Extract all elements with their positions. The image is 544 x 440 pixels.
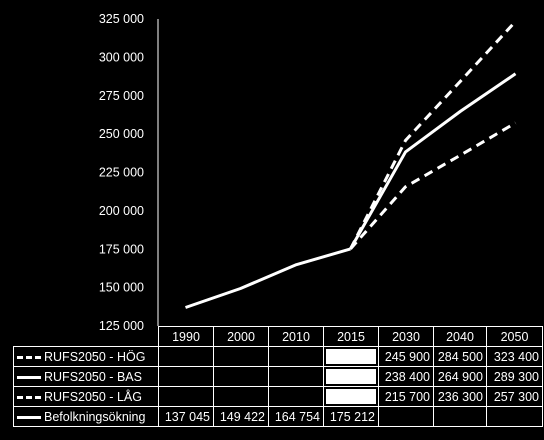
data-label: 289 300 [486, 366, 543, 387]
placeholder-box [326, 389, 376, 404]
legend-entry: RUFS2050 - HÖG [13, 346, 159, 367]
data-label [213, 386, 269, 407]
y-tick-label: 200 000 [99, 204, 144, 218]
legend-label: RUFS2050 - LÅG [44, 389, 142, 404]
data-label: 245 900 [378, 346, 434, 367]
data-label: 236 300 [433, 386, 487, 407]
legend-swatch [17, 355, 41, 359]
data-label: 149 422 [213, 406, 269, 427]
x-tick-label: 2010 [268, 326, 324, 347]
data-label [323, 386, 379, 407]
data-label: 164 754 [268, 406, 324, 427]
data-label [323, 346, 379, 367]
series-line [185, 247, 351, 309]
legend-entry: RUFS2050 - BAS [13, 366, 159, 387]
data-label [323, 366, 379, 387]
data-table: 1990 2000 2010 2015 2030 2040 2050 RUFS2050 - H… [13, 326, 543, 427]
y-tick-label: 150 000 [99, 281, 144, 295]
legend-label: RUFS2050 - HÖG [44, 349, 146, 364]
x-tick-label: 2000 [213, 326, 269, 347]
x-tick-label: 2030 [378, 326, 434, 347]
y-tick-label: 250 000 [99, 127, 144, 141]
y-tick-label: 275 000 [99, 89, 144, 103]
data-label [213, 366, 269, 387]
table-row: Befolkningsökning 137 045 149 422 164 754 17… [13, 406, 543, 427]
table-header-row: 1990 2000 2010 2015 2030 2040 2050 [14, 326, 543, 347]
series-line [349, 72, 517, 250]
legend-entry: Befolkningsökning [13, 406, 159, 427]
legend-swatch [17, 375, 41, 379]
legend-swatch [17, 395, 41, 399]
data-label [268, 346, 324, 367]
y-tick-label: 125 000 [99, 319, 144, 330]
data-label [268, 386, 324, 407]
x-tick-label: 2040 [433, 326, 487, 347]
data-label [486, 406, 543, 427]
data-label: 257 300 [486, 386, 543, 407]
y-tick-label: 325 000 [99, 12, 144, 26]
x-tick-label: 2015 [323, 326, 379, 347]
table-row: RUFS2050 - BAS 238 400 264 900 289 300 [13, 366, 543, 387]
y-axis-ticks: 125 000 150 000 175 000 200 000 225 000 250 0… [99, 12, 144, 330]
series-line [349, 121, 517, 250]
legend-label: Befolkningsökning [44, 409, 146, 424]
series-lines [185, 20, 517, 309]
data-label [158, 346, 214, 367]
table-row: RUFS2050 - HÖG 245 900 284 500 323 400 [13, 346, 543, 367]
data-label [158, 386, 214, 407]
y-tick-label: 300 000 [99, 50, 144, 64]
y-tick-label: 175 000 [99, 242, 144, 256]
legend-label: RUFS2050 - BAS [44, 369, 142, 384]
data-label: 264 900 [433, 366, 487, 387]
series-line [349, 20, 517, 250]
table-row: RUFS2050 - LÅG 215 700 236 300 257 300 [13, 386, 543, 407]
x-tick-label: 2050 [486, 326, 543, 347]
y-tick-label: 225 000 [99, 166, 144, 180]
placeholder-box [326, 349, 376, 364]
legend-swatch [17, 415, 41, 419]
data-label: 323 400 [486, 346, 543, 367]
data-label [158, 366, 214, 387]
chart-plot-area: 125 000 150 000 175 000 200 000 225 000 250 0… [99, 12, 517, 330]
placeholder-box [326, 369, 376, 384]
data-label [378, 406, 434, 427]
data-label [433, 406, 487, 427]
data-label: 284 500 [433, 346, 487, 367]
data-label: 137 045 [158, 406, 214, 427]
x-tick-label: 1990 [158, 326, 214, 347]
table-corner [14, 327, 159, 347]
data-label: 215 700 [378, 386, 434, 407]
legend-entry: RUFS2050 - LÅG [13, 386, 159, 407]
data-label [268, 366, 324, 387]
data-label: 238 400 [378, 366, 434, 387]
data-label: 175 212 [323, 406, 379, 427]
data-label [213, 346, 269, 367]
